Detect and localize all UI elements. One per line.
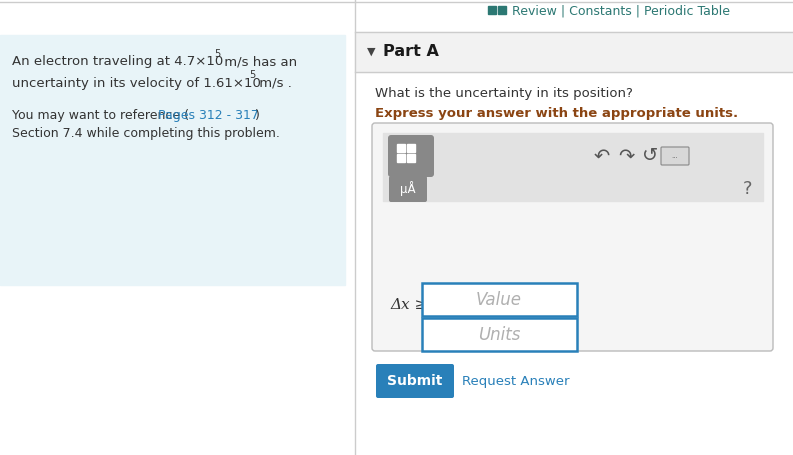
FancyBboxPatch shape: [661, 147, 689, 165]
Text: Submit: Submit: [387, 374, 442, 388]
Text: Section 7.4 while completing this problem.: Section 7.4 while completing this proble…: [12, 126, 280, 140]
FancyBboxPatch shape: [376, 364, 454, 398]
Bar: [0, 35, 345, 285]
Bar: [355, 32, 793, 72]
Bar: [383, 133, 763, 201]
Text: ...: ...: [672, 153, 678, 159]
Text: What is the uncertainty in its position?: What is the uncertainty in its position?: [375, 86, 633, 100]
Text: μÅ: μÅ: [400, 182, 416, 197]
Bar: [397, 154, 405, 162]
Text: Review | Constants | Periodic Table: Review | Constants | Periodic Table: [512, 5, 730, 17]
Text: Value: Value: [476, 291, 522, 309]
FancyBboxPatch shape: [372, 123, 773, 351]
Text: m/s has an: m/s has an: [220, 56, 297, 69]
Text: uncertainty in its velocity of 1.61×10: uncertainty in its velocity of 1.61×10: [12, 76, 261, 90]
Text: An electron traveling at 4.7×10: An electron traveling at 4.7×10: [12, 56, 224, 69]
Text: ?: ?: [743, 180, 753, 198]
Text: 5: 5: [249, 70, 255, 80]
Bar: [397, 144, 405, 152]
Text: ↺: ↺: [642, 147, 658, 166]
Text: ): ): [255, 108, 260, 121]
Text: ↷: ↷: [618, 147, 634, 166]
Text: 5: 5: [214, 49, 220, 59]
Text: Δx ≥: Δx ≥: [390, 298, 427, 312]
FancyBboxPatch shape: [422, 283, 577, 316]
FancyBboxPatch shape: [389, 176, 427, 202]
Bar: [488, 6, 496, 14]
Bar: [407, 144, 415, 152]
Text: ▼: ▼: [367, 47, 376, 57]
Text: m/s .: m/s .: [255, 76, 292, 90]
Text: Express your answer with the appropriate units.: Express your answer with the appropriate…: [375, 107, 738, 121]
Text: Request Answer: Request Answer: [462, 374, 569, 388]
Text: Pages 312 - 317: Pages 312 - 317: [158, 108, 259, 121]
Text: Part A: Part A: [383, 45, 439, 60]
Bar: [407, 154, 415, 162]
FancyBboxPatch shape: [422, 318, 577, 351]
Text: Units: Units: [478, 326, 520, 344]
Text: You may want to reference (: You may want to reference (: [12, 108, 189, 121]
Text: ↶: ↶: [594, 147, 610, 166]
FancyBboxPatch shape: [388, 135, 434, 177]
Bar: [498, 6, 506, 14]
